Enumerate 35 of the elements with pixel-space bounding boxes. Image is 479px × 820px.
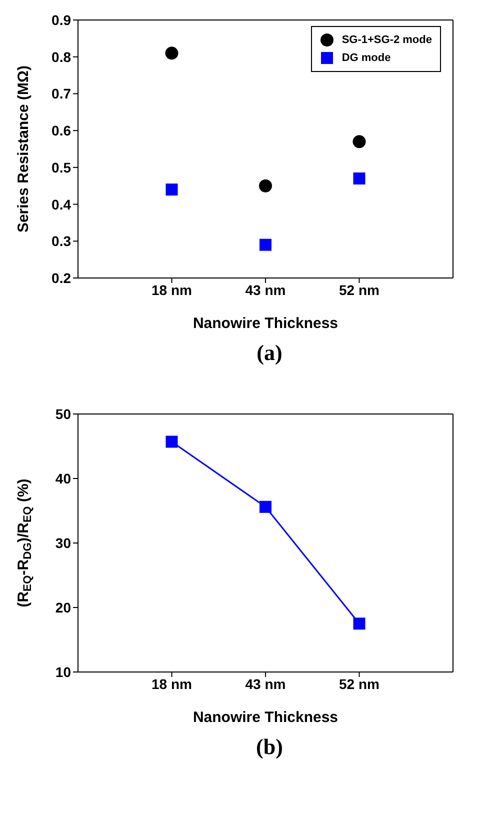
x-tick-label: 43 nm bbox=[245, 676, 286, 692]
y-tick-label: 50 bbox=[55, 406, 72, 422]
text: (a) bbox=[256, 340, 284, 366]
x-axis-title: Nanowire Thickness bbox=[192, 709, 338, 726]
text: (b) bbox=[255, 734, 284, 760]
y-tick-label: 0.8 bbox=[52, 48, 72, 65]
y-tick-label: 0.9 bbox=[52, 12, 72, 28]
point bbox=[260, 500, 272, 513]
y-tick-label: 40 bbox=[55, 470, 72, 486]
point bbox=[352, 135, 366, 148]
x-tick-label: 52 nm bbox=[339, 282, 380, 298]
point bbox=[166, 436, 178, 448]
x-tick-label: 18 nm bbox=[152, 676, 192, 692]
x-tick-label: 43 nm bbox=[245, 282, 286, 298]
point bbox=[353, 172, 366, 184]
y-tick-label: 0.6 bbox=[52, 122, 72, 139]
x-tick-label: 52 nm bbox=[339, 676, 380, 692]
y-tick-label: 0.5 bbox=[52, 159, 72, 176]
legend-label: SG-1+SG-2 mode bbox=[342, 34, 432, 46]
x-axis-title: Nanowire Thickness bbox=[192, 315, 338, 332]
y-tick-label: 0.3 bbox=[52, 233, 72, 250]
y-tick-label: 0.7 bbox=[52, 86, 72, 102]
y-tick-label: 0.4 bbox=[52, 196, 72, 212]
legend-label: DG mode bbox=[342, 52, 391, 64]
point bbox=[166, 184, 178, 196]
point bbox=[259, 179, 272, 192]
y-tick-label: 30 bbox=[55, 534, 72, 551]
point bbox=[353, 618, 366, 630]
y-tick-label: 10 bbox=[55, 664, 72, 680]
point bbox=[260, 238, 272, 251]
y-tick-label: 0.2 bbox=[52, 270, 72, 286]
y-tick-label: 20 bbox=[55, 599, 72, 616]
x-tick-label: 18 nm bbox=[152, 282, 192, 298]
point bbox=[165, 46, 178, 60]
y-axis-title: Series Resistance (MΩ) bbox=[15, 65, 32, 233]
